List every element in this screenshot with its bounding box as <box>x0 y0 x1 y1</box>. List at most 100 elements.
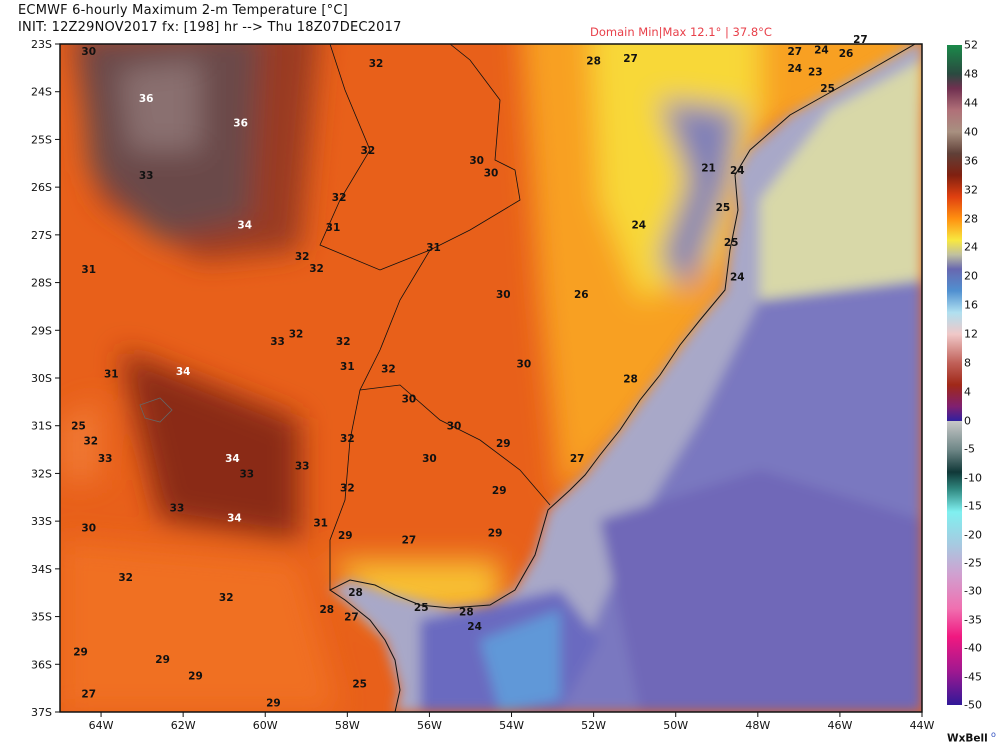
temperature-label: 24 <box>730 272 745 284</box>
lat-tick-label: 30S <box>31 372 52 385</box>
lat-tick-label: 35S <box>31 611 52 624</box>
temperature-label: 32 <box>309 263 324 275</box>
lat-tick-label: 27S <box>31 229 52 242</box>
lake <box>139 397 173 423</box>
lon-tick-label: 62W <box>171 719 196 732</box>
lat-tick-label: 23S <box>31 38 52 51</box>
temperature-label: 33 <box>270 336 285 348</box>
temperature-label: 25 <box>352 679 367 691</box>
lat-tick-label: 25S <box>31 133 52 146</box>
temperature-label: 23 <box>808 67 823 79</box>
temperature-label: 32 <box>83 435 98 447</box>
lat-tick-label: 26S <box>31 181 52 194</box>
temperature-label: 27 <box>787 46 802 58</box>
temperature-label: 29 <box>188 670 203 682</box>
temperature-label: 34 <box>237 220 252 232</box>
temperature-label: 26 <box>839 48 854 60</box>
colorbar-label: 20 <box>964 269 978 283</box>
colorbar-label: 0 <box>964 414 971 428</box>
temperature-label: 24 <box>814 45 829 57</box>
colorbar-label: -25 <box>964 556 982 570</box>
colorbar-label: 44 <box>964 96 978 110</box>
temperature-label: 28 <box>348 587 363 599</box>
temperature-label: 29 <box>266 698 281 710</box>
temperature-label: 24 <box>730 165 745 177</box>
temperature-label: 31 <box>426 242 441 254</box>
wxbell-dot-icon: o <box>991 730 996 739</box>
colorbar-label: 28 <box>964 212 978 226</box>
temperature-label: 32 <box>340 483 355 495</box>
temperature-label: 25 <box>71 421 86 433</box>
colorbar-label: -50 <box>964 698 982 712</box>
colorbar-label: 52 <box>964 38 978 52</box>
temperature-label: 32 <box>118 572 133 584</box>
temperature-label: 31 <box>104 368 119 380</box>
colorbar-label: -30 <box>964 584 982 598</box>
temperature-label: 31 <box>340 361 355 373</box>
temperature-label: 29 <box>492 485 507 497</box>
temperature-label: 29 <box>73 646 88 658</box>
lon-tick-label: 44W <box>910 719 935 732</box>
temperature-label: 30 <box>447 421 462 433</box>
temperature-label: 32 <box>340 433 355 445</box>
lat-tick-label: 36S <box>31 658 52 671</box>
init-forecast-line: INIT: 12Z29NOV2017 fx: [198] hr --> Thu … <box>18 20 402 35</box>
temperature-label: 32 <box>219 592 234 604</box>
wxbell-logo: WxBell o <box>947 730 996 745</box>
domain-min-max: Domain Min|Max 12.1° | 37.8°C <box>590 25 772 39</box>
lon-tick-label: 64W <box>89 719 114 732</box>
colorbar-label: -20 <box>964 528 982 542</box>
colorbar-negative <box>947 421 962 705</box>
temperature-label: 30 <box>422 453 437 465</box>
temperature-label: 31 <box>81 264 96 276</box>
temperature-label: 30 <box>496 289 511 301</box>
temperature-label: 30 <box>469 155 484 167</box>
temperature-label: 27 <box>81 689 96 701</box>
border-paraguay-brazil <box>319 44 521 271</box>
colorbar-label: 12 <box>964 327 978 341</box>
temperature-label: 27 <box>570 453 585 465</box>
temperature-label: 32 <box>336 336 351 348</box>
temperature-label: 24 <box>467 621 482 633</box>
temperature-label: 25 <box>724 237 739 249</box>
temperature-label: 32 <box>295 251 310 263</box>
temperature-label: 28 <box>319 604 334 616</box>
lon-tick-label: 48W <box>745 719 770 732</box>
temperature-label: 28 <box>586 56 601 68</box>
temperature-label: 27 <box>402 535 417 547</box>
lat-tick-label: 33S <box>31 515 52 528</box>
temperature-label: 32 <box>369 58 384 70</box>
temperature-label: 33 <box>98 453 113 465</box>
temperature-label: 30 <box>484 167 499 179</box>
lat-tick-label: 24S <box>31 86 52 99</box>
temperature-label: 21 <box>701 162 716 174</box>
temperature-label: 27 <box>853 34 868 46</box>
temperature-label: 24 <box>787 63 802 75</box>
lat-tick-label: 37S <box>31 706 52 719</box>
temperature-label: 30 <box>517 359 532 371</box>
colorbar-positive <box>947 45 962 421</box>
temperature-label: 34 <box>225 453 240 465</box>
colorbar-label: 8 <box>964 356 971 370</box>
brand-name: WxBell <box>947 732 988 745</box>
temperature-label: 32 <box>289 329 304 341</box>
colorbar-label: -40 <box>964 641 982 655</box>
colorbar-label: -5 <box>964 442 975 456</box>
temperature-label: 26 <box>574 289 589 301</box>
border-argentina <box>329 249 431 590</box>
temperature-label: 33 <box>239 468 254 480</box>
colorbar-label: -35 <box>964 613 982 627</box>
temperature-label: 32 <box>381 363 396 375</box>
colorbar-label: -15 <box>964 499 982 513</box>
colorbar-label: 36 <box>964 154 978 168</box>
temperature-label: 30 <box>81 46 96 58</box>
lat-tick-label: 32S <box>31 467 52 480</box>
colorbar-label: -45 <box>964 670 982 684</box>
colorbar-label: 40 <box>964 125 978 139</box>
lat-tick-label: 34S <box>31 563 52 576</box>
temperature-label: 34 <box>227 512 242 524</box>
temperature-label: 25 <box>414 602 429 614</box>
coastline <box>329 44 917 712</box>
colorbar-label: 48 <box>964 67 978 81</box>
